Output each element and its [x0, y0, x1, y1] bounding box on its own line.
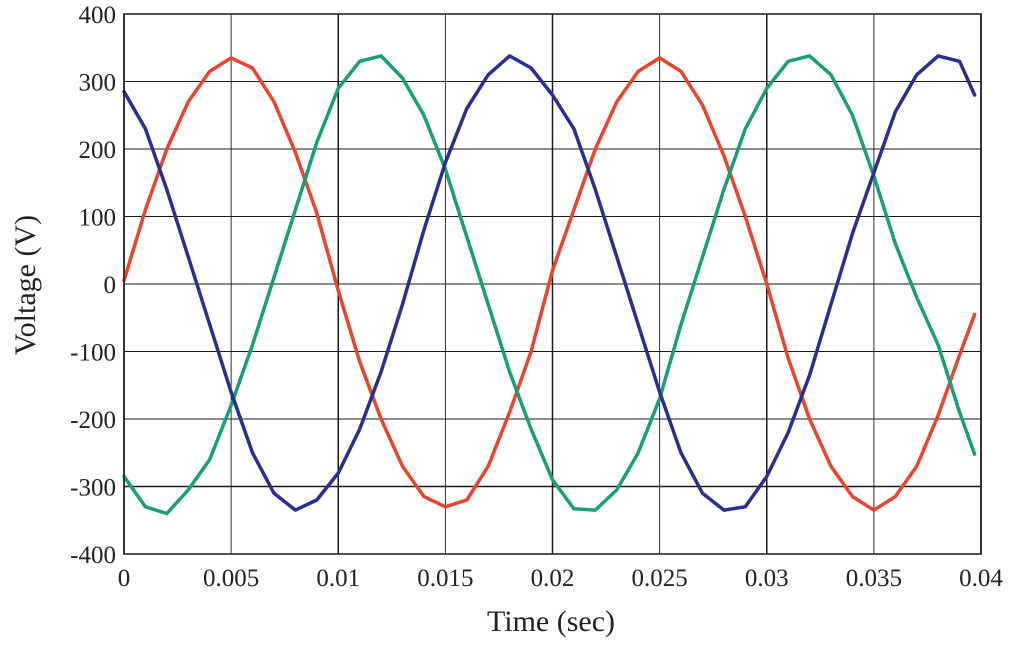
- plot-frame: [123, 13, 982, 555]
- y-tick-label: -100: [70, 340, 116, 367]
- y-axis-title: Voltage (V): [9, 215, 42, 355]
- x-tick-label: 0.01: [316, 565, 360, 592]
- y-tick-label: 200: [79, 137, 117, 164]
- y-tick-label: -200: [70, 407, 116, 434]
- series-lines: [122, 54, 977, 516]
- y-tick-label: 100: [79, 205, 117, 232]
- y-tick-label: -400: [70, 542, 116, 569]
- tick-labels: 0 0.005 0.01 0.015 0.02 0.025 0.03 0.035 0.04 -40…: [70, 2, 1003, 592]
- x-tick-label: 0.03: [745, 565, 789, 592]
- x-tick-label: 0.04: [959, 565, 1003, 592]
- x-tick-label: 0.015: [417, 565, 473, 592]
- x-tick-label: 0.025: [632, 565, 688, 592]
- series-line-2: [122, 54, 977, 516]
- y-tick-label: 300: [79, 70, 117, 97]
- x-tick-label: 0.035: [846, 565, 902, 592]
- x-axis-title: Time (sec): [487, 605, 615, 638]
- x-tick-label: 0.005: [203, 565, 259, 592]
- series-line-3: [122, 54, 977, 512]
- y-tick-label: -300: [70, 475, 116, 502]
- y-tick-label: 0: [104, 272, 117, 299]
- x-tick-label: 0.02: [531, 565, 575, 592]
- series-line-1: [122, 56, 977, 512]
- x-tick-label: 0: [118, 565, 131, 592]
- y-tick-label: 400: [79, 2, 117, 29]
